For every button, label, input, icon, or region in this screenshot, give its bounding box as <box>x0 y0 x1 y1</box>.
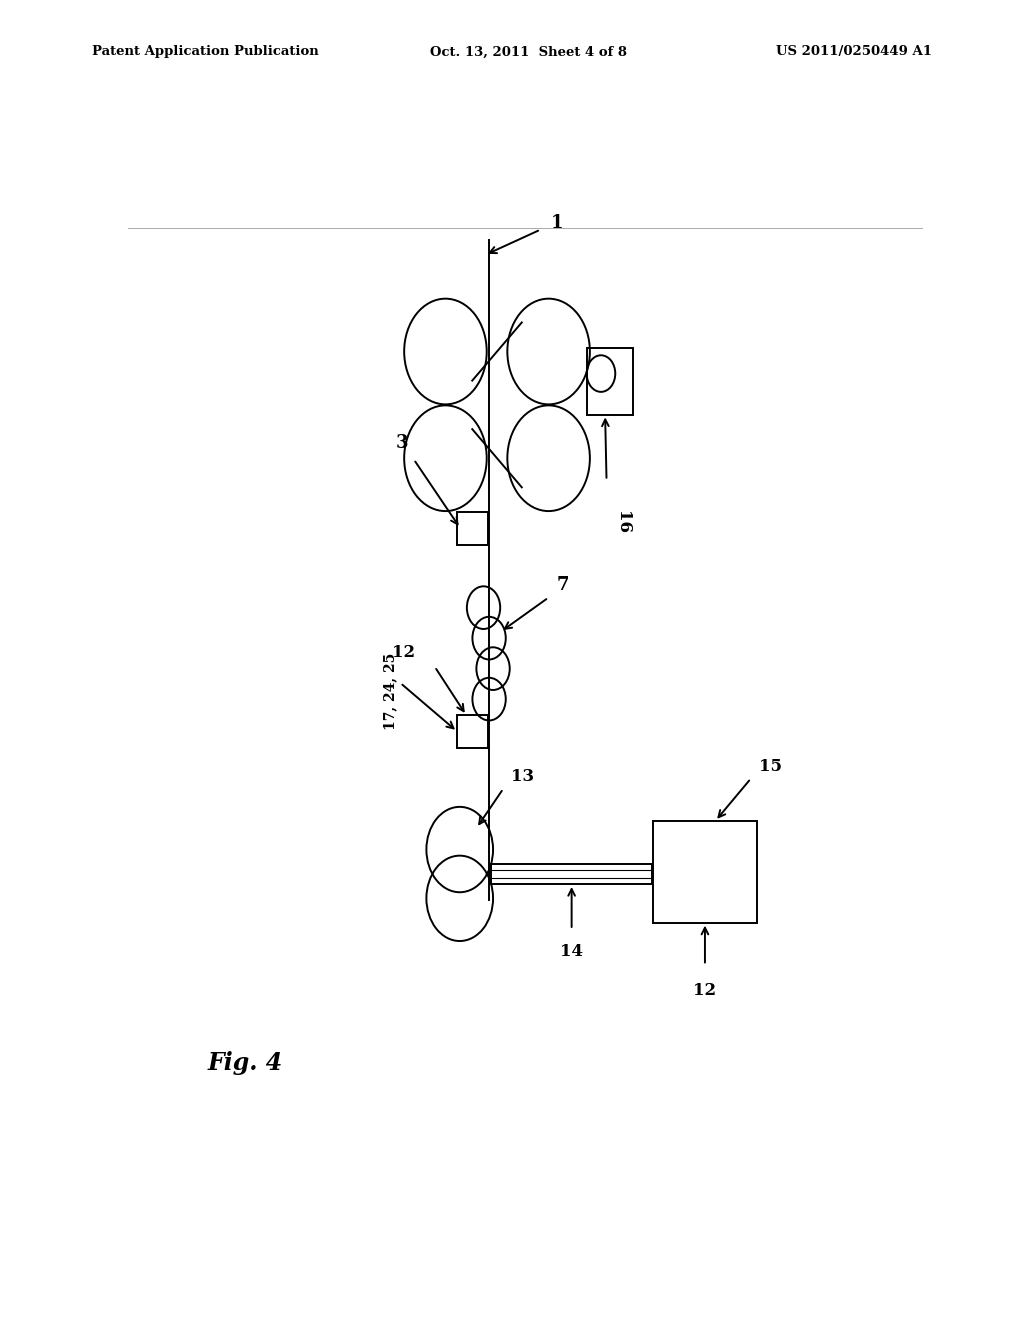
Bar <box>587 348 633 414</box>
Text: Fig. 4: Fig. 4 <box>207 1051 283 1074</box>
Text: US 2011/0250449 A1: US 2011/0250449 A1 <box>776 45 932 58</box>
Text: 13: 13 <box>511 768 535 785</box>
Text: 16: 16 <box>614 511 631 535</box>
Text: 1: 1 <box>551 214 563 232</box>
Bar <box>653 821 757 923</box>
Text: 7: 7 <box>557 577 569 594</box>
Text: Patent Application Publication: Patent Application Publication <box>92 45 318 58</box>
Text: 12: 12 <box>392 644 415 661</box>
Bar <box>492 863 652 884</box>
Text: 14: 14 <box>560 942 583 960</box>
Bar <box>458 715 487 748</box>
Text: 15: 15 <box>759 758 782 775</box>
Bar <box>458 512 487 545</box>
Text: 3: 3 <box>395 434 409 451</box>
Text: Oct. 13, 2011  Sheet 4 of 8: Oct. 13, 2011 Sheet 4 of 8 <box>430 45 627 58</box>
Text: 12: 12 <box>693 982 717 999</box>
Text: 17, 24, 25: 17, 24, 25 <box>383 652 397 730</box>
